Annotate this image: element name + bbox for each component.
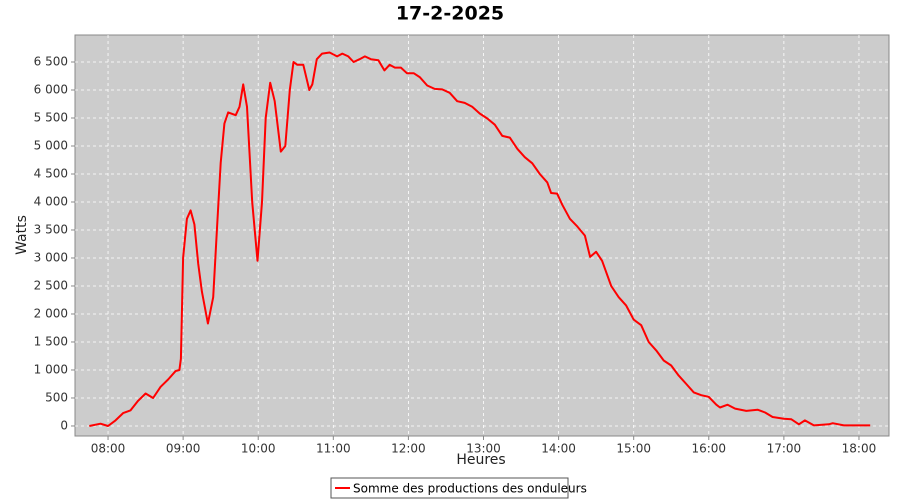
x-tick-label: 17:00 bbox=[767, 442, 802, 456]
y-tick-label: 4 000 bbox=[34, 194, 68, 208]
y-tick-label: 2 500 bbox=[34, 278, 68, 292]
y-tick-label: 0 bbox=[60, 418, 68, 432]
x-tick-label: 14:00 bbox=[541, 442, 576, 456]
x-axis-label: Heures bbox=[456, 452, 505, 468]
y-axis-label: Watts bbox=[14, 215, 30, 255]
x-tick-label: 11:00 bbox=[316, 442, 351, 456]
y-tick-label: 4 500 bbox=[34, 166, 68, 180]
y-tick-label: 6 000 bbox=[34, 82, 68, 96]
data-line bbox=[89, 51, 871, 427]
y-tick-label: 5 500 bbox=[34, 110, 68, 124]
y-tick-label: 1 000 bbox=[34, 362, 68, 376]
y-tick-label: 2 000 bbox=[34, 306, 68, 320]
x-tick-label: 18:00 bbox=[842, 442, 877, 456]
y-tick-label: 3 500 bbox=[34, 222, 68, 236]
x-tick-label: 10:00 bbox=[241, 442, 276, 456]
x-tick-label: 09:00 bbox=[166, 442, 201, 456]
chart-title: 17-2-2025 bbox=[396, 3, 504, 25]
y-tick-label: 3 000 bbox=[34, 250, 68, 264]
x-tick-label: 12:00 bbox=[391, 442, 426, 456]
x-tick-label: 08:00 bbox=[91, 442, 126, 456]
y-tick-label: 5 000 bbox=[34, 138, 68, 152]
legend-label: Somme des productions des onduleurs bbox=[353, 482, 587, 496]
x-tick-label: 13:00 bbox=[466, 442, 501, 456]
y-tick-label: 500 bbox=[45, 390, 68, 404]
legend bbox=[330, 477, 569, 499]
y-tick-label: 6 500 bbox=[34, 54, 68, 68]
x-tick-label: 15:00 bbox=[616, 442, 651, 456]
x-tick-label: 16:00 bbox=[691, 442, 726, 456]
y-tick-label: 1 500 bbox=[34, 334, 68, 348]
plot-area bbox=[74, 34, 890, 437]
